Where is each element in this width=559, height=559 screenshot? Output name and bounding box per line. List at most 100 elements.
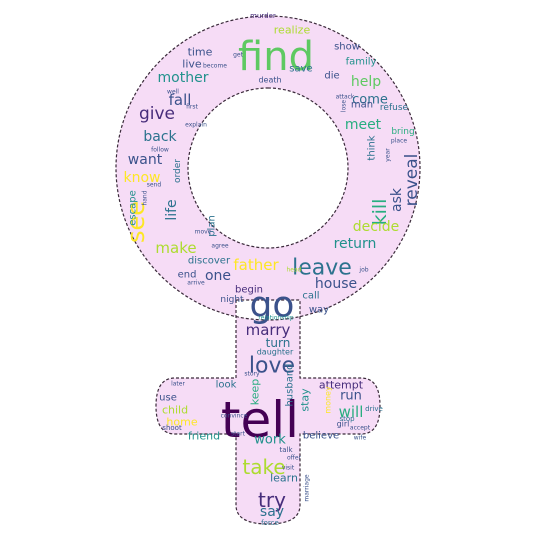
word-leave: leave [292,256,352,281]
word-reveal: reveal [402,154,422,207]
word-make: make [155,239,196,257]
word-man: man [351,100,373,111]
word-show: show [334,42,360,53]
word-father: father [233,256,279,274]
word-come: come [352,93,388,108]
word-visit: visit [282,465,295,472]
word-escape: escape [128,190,139,226]
word-follow: follow [151,147,169,154]
word-become: become [203,63,227,70]
word-live: live [182,58,202,71]
word-want: want [128,152,163,168]
word-later: later [171,381,185,388]
word-one: one [205,268,231,284]
word-move: move [195,229,212,236]
word-call: call [302,291,319,302]
word-think: think [367,135,378,160]
word-believe: believe [303,431,339,442]
word-will: will [339,403,364,421]
word-marry: marry [246,321,291,339]
word-marriage: marriage [304,474,311,502]
word-way: way [309,305,329,316]
word-friend: friend [188,430,220,443]
word-look: look [216,380,237,391]
word-use: use [159,393,177,404]
female-symbol-shape [115,15,421,525]
word-run: run [340,389,362,404]
word-love: love [249,354,295,379]
word-life: life [164,199,180,220]
word-job: job [358,267,368,274]
word-murder: murder [250,12,276,20]
word-turn: turn [266,336,291,350]
word-stay: stay [299,388,312,412]
word-daughter: daughter [257,348,294,357]
word-help: help [351,74,381,90]
word-work: work [254,433,286,448]
word-know: know [124,170,161,186]
word-head: head [287,267,302,274]
word-talk: talk [279,446,293,454]
word-place: place [391,138,407,145]
word-die: die [324,71,339,82]
word-realize: realize [274,24,311,37]
word-give: give [139,104,175,124]
word-try: try [258,488,286,512]
word-decide: decide [353,219,400,235]
word-attempt: attempt [319,379,364,392]
word-begin: begin [235,285,263,296]
word-stop: stop [339,415,355,423]
word-shoot: shoot [162,424,182,432]
word-force: force [261,519,279,527]
word-plan: plan [207,215,218,237]
word-house: house [315,276,357,292]
word-get: get [233,52,244,59]
word-story: story [244,371,260,378]
word-save: save [289,64,312,75]
word-end: end [178,270,197,281]
word-order: order [173,159,183,183]
word-meet: meet [345,117,382,133]
word-time: time [188,46,213,59]
word-attack: attack [336,94,355,101]
word-tell: tell [221,391,299,449]
word-take: take [242,455,285,479]
word-offer: offer [287,455,301,462]
word-family: family [346,57,377,68]
word-see: see [122,201,150,243]
word-mother: mother [158,70,209,86]
word-return: return [334,236,377,252]
word-girl: girl [337,420,350,429]
word-child: child [162,404,188,417]
word-money: money [324,386,333,414]
word-send: send [147,182,162,189]
word-refuse: refuse [380,103,409,113]
word-year: year [385,148,392,162]
word-lose: lose [341,100,348,112]
word-kill: kill [369,199,391,226]
word-relationship: relationship [258,315,293,322]
word-ask: ask [389,187,405,212]
word-husband: husband [285,363,296,406]
word-bring: bring [391,127,414,137]
word-accept: accept [350,425,371,432]
word-explain: explain [185,122,207,129]
word-death: death [258,76,281,85]
word-fall: fall [169,91,192,109]
word-keep: keep [249,379,262,406]
word-wife: wife [354,435,367,442]
word-night: night [220,295,244,305]
word-first: first [186,104,198,111]
word-convince: convince [221,413,248,420]
word-discover: discover [188,256,231,267]
word-learn: learn [270,472,298,485]
word-find: find [238,34,314,80]
word-agree: agree [211,243,229,250]
word-arrive: arrive [187,280,205,287]
word-go: go [250,285,295,326]
word-start: start [231,431,246,438]
word-back: back [143,129,177,145]
word-well: well [167,89,179,96]
word-drive: drive [365,405,383,413]
